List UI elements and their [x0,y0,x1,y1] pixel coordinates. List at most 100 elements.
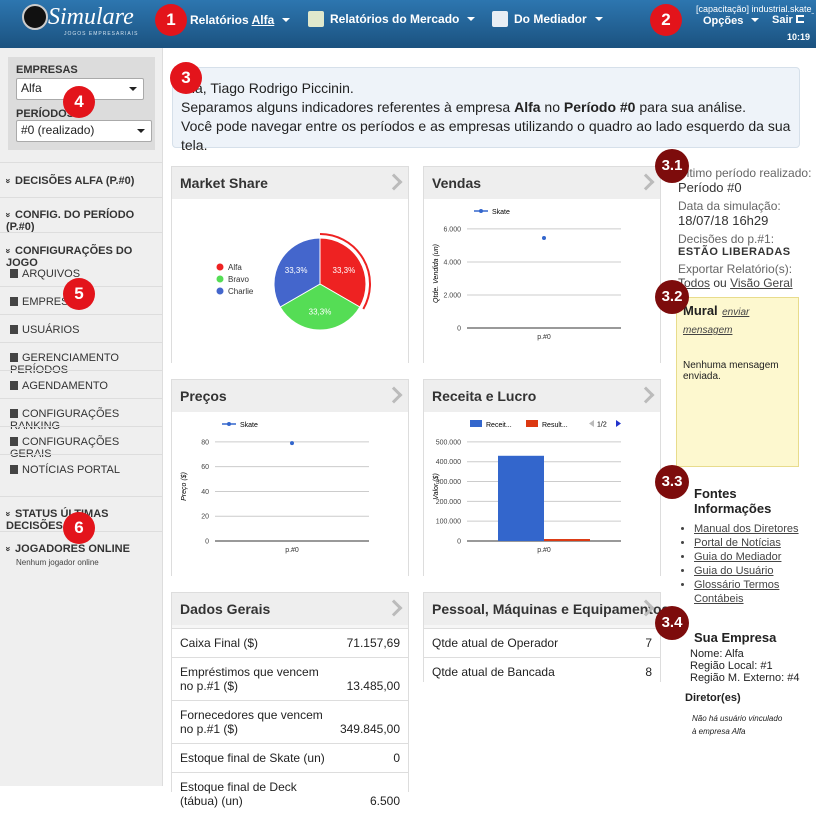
y-tick-label: 60 [201,464,209,471]
page: Simulare JOGOS EMPRESARIAIS Relatórios A… [0,0,816,786]
status-block: Último período realizado: Período #0 Dat… [678,166,813,290]
x-tick-label: p.#0 [537,547,551,554]
link[interactable]: Visão Geral [730,276,793,290]
menu-item[interactable]: AGENDAMENTO [10,380,108,392]
menu-company: Alfa [251,13,275,27]
data-point [290,441,294,446]
panel-title[interactable]: Dados Gerais [172,593,408,625]
icon [10,325,18,334]
legend-label: Skate [240,422,258,429]
company-local: Região Local: #1 [690,660,773,672]
label: Decisões do p.#1: [678,232,775,246]
company-block: Sua Empresa Nome: Alfa Região Local: #1 … [680,630,814,738]
slice-highlight [319,233,371,310]
row-value: 13.485,00 [346,679,400,693]
separator [0,426,162,427]
legend-next[interactable] [616,420,621,427]
period-select[interactable]: #0 (realizado) [16,120,152,142]
annotation-badge: 5 [63,278,95,310]
icon [10,409,18,418]
chart-panel: Market Share 33,3% Alfa 33,3% Bravo 33,3% Char… [171,166,409,363]
sources: Fontes Informações Manual dos DiretoresP… [678,486,813,606]
source-list: Manual dos DiretoresPortal de NotíciasGu… [678,522,813,606]
logout[interactable]: Sair [772,14,804,26]
legend-prev[interactable] [589,420,594,427]
menu-item[interactable]: GERENCIAMENTO PERÍODOS [10,352,162,376]
separator [0,342,162,343]
source-link[interactable]: Guia do Usuário [694,564,813,578]
menu-item[interactable]: NOTÍCIAS PORTAL [10,464,120,476]
annotation-badge: 3.2 [655,280,689,314]
menu-text: Relatórios do Mercado [330,12,460,26]
menu-item[interactable]: CONFIGURAÇÕES GERAIS [10,436,162,460]
panel-title[interactable]: Market Share [172,167,408,199]
company: Alfa [514,99,541,115]
table-row: Estoque final de Skate (un) 0 [172,743,408,772]
panel-title[interactable]: Pessoal, Máquinas e Equipamentos [424,593,669,625]
y-tick-label: 100.000 [436,519,461,526]
options[interactable]: Opções [703,15,759,27]
icon [795,15,804,23]
legend-label: Bravo [228,275,249,284]
staff-panel: Pessoal, Máquinas e Equipamentos Qtde at… [423,592,669,686]
menu-market[interactable]: Relatórios do Mercado [308,11,475,27]
legend-label: Skate [492,209,510,216]
section[interactable]: DECISÕES ALFA (P.#0) [6,175,134,187]
table-row: Qtde atual de Operador 7 [424,628,660,657]
icon [10,269,18,278]
sources-title: Fontes Informações [694,486,772,516]
logo[interactable]: Simulare [48,4,134,30]
menu-reports[interactable]: Relatórios Alfa [190,13,290,27]
row-label: Qtde atual de Bancada [432,665,555,679]
label: Data da simulação: [678,199,781,213]
label: EMPRESAS [16,64,78,76]
source-link[interactable]: Glossário Termos Contábeis [694,578,813,606]
menu-mediator[interactable]: Do Mediador [492,11,603,27]
section[interactable]: CONFIG. DO PERÍODO (P.#0) [6,209,162,233]
panel-title[interactable]: Preços [172,380,408,412]
annotation-badge: 3.1 [655,149,689,183]
y-tick-label: 40 [201,489,209,496]
y-tick-label: 400.000 [436,459,461,466]
source-link[interactable]: Manual dos Diretores [694,522,813,536]
mural: Mural enviar mensagem Nenhuma mensagem e… [676,297,799,467]
table-row: Estoque final de Deck (tábua) (un) 6.500 [172,772,408,815]
y-tick-label: 20 [201,514,209,521]
legend-page: 1/2 [597,422,607,429]
separator [0,162,162,163]
mural-empty: Nenhuma mensagem enviada. [683,360,779,382]
source-link[interactable]: Guia do Mediador [694,550,813,564]
row-label: Empréstimos que vencem no p.#1 ($) [180,665,319,693]
y-axis-label: Qtde. Vendida (un) [433,244,440,303]
top-bar: Simulare JOGOS EMPRESARIAIS Relatórios A… [0,0,816,48]
panel-title[interactable]: Receita e Lucro [424,380,660,412]
source-link[interactable]: Portal de Notícias [694,536,813,550]
menu-item[interactable]: CONFIGURAÇÕES RANKING [10,408,162,432]
legend-swatch [216,263,224,271]
row-value: 8 [645,665,652,679]
section[interactable]: JOGADORES ONLINE [6,543,130,555]
chart: 0 20 40 60 80 Preço ($) p.#0 Skate [172,412,408,576]
icon [308,11,324,27]
menu-item[interactable]: ARQUIVOS [10,268,80,280]
icon [10,437,18,446]
annotation-badge: 3.3 [655,465,689,499]
y-tick-label: 2.000 [443,292,461,299]
y-tick-label: 0 [205,539,209,546]
annotation-badge: 3 [170,62,202,94]
annotation-badge: 3.4 [655,606,689,640]
slice-label: 33,3% [333,266,356,275]
menu-item-text: AGENDAMENTO [22,380,108,392]
menu-item[interactable]: USUÁRIOS [10,324,79,336]
logo-icon [22,4,48,30]
legend-swatch [216,275,224,283]
row-value: 71.157,69 [346,636,400,650]
row-value: 0 [393,751,400,765]
send-link[interactable]: enviar mensagem [683,307,750,336]
y-axis-label: Preço ($) [181,472,188,501]
row-label: Estoque final de Skate (un) [180,751,325,765]
panel-title[interactable]: Vendas [424,167,660,199]
y-tick-label: 0 [457,539,461,546]
y-tick-label: 6.000 [443,226,461,233]
section[interactable]: CONFIGURAÇÕES DO JOGO [6,245,162,269]
